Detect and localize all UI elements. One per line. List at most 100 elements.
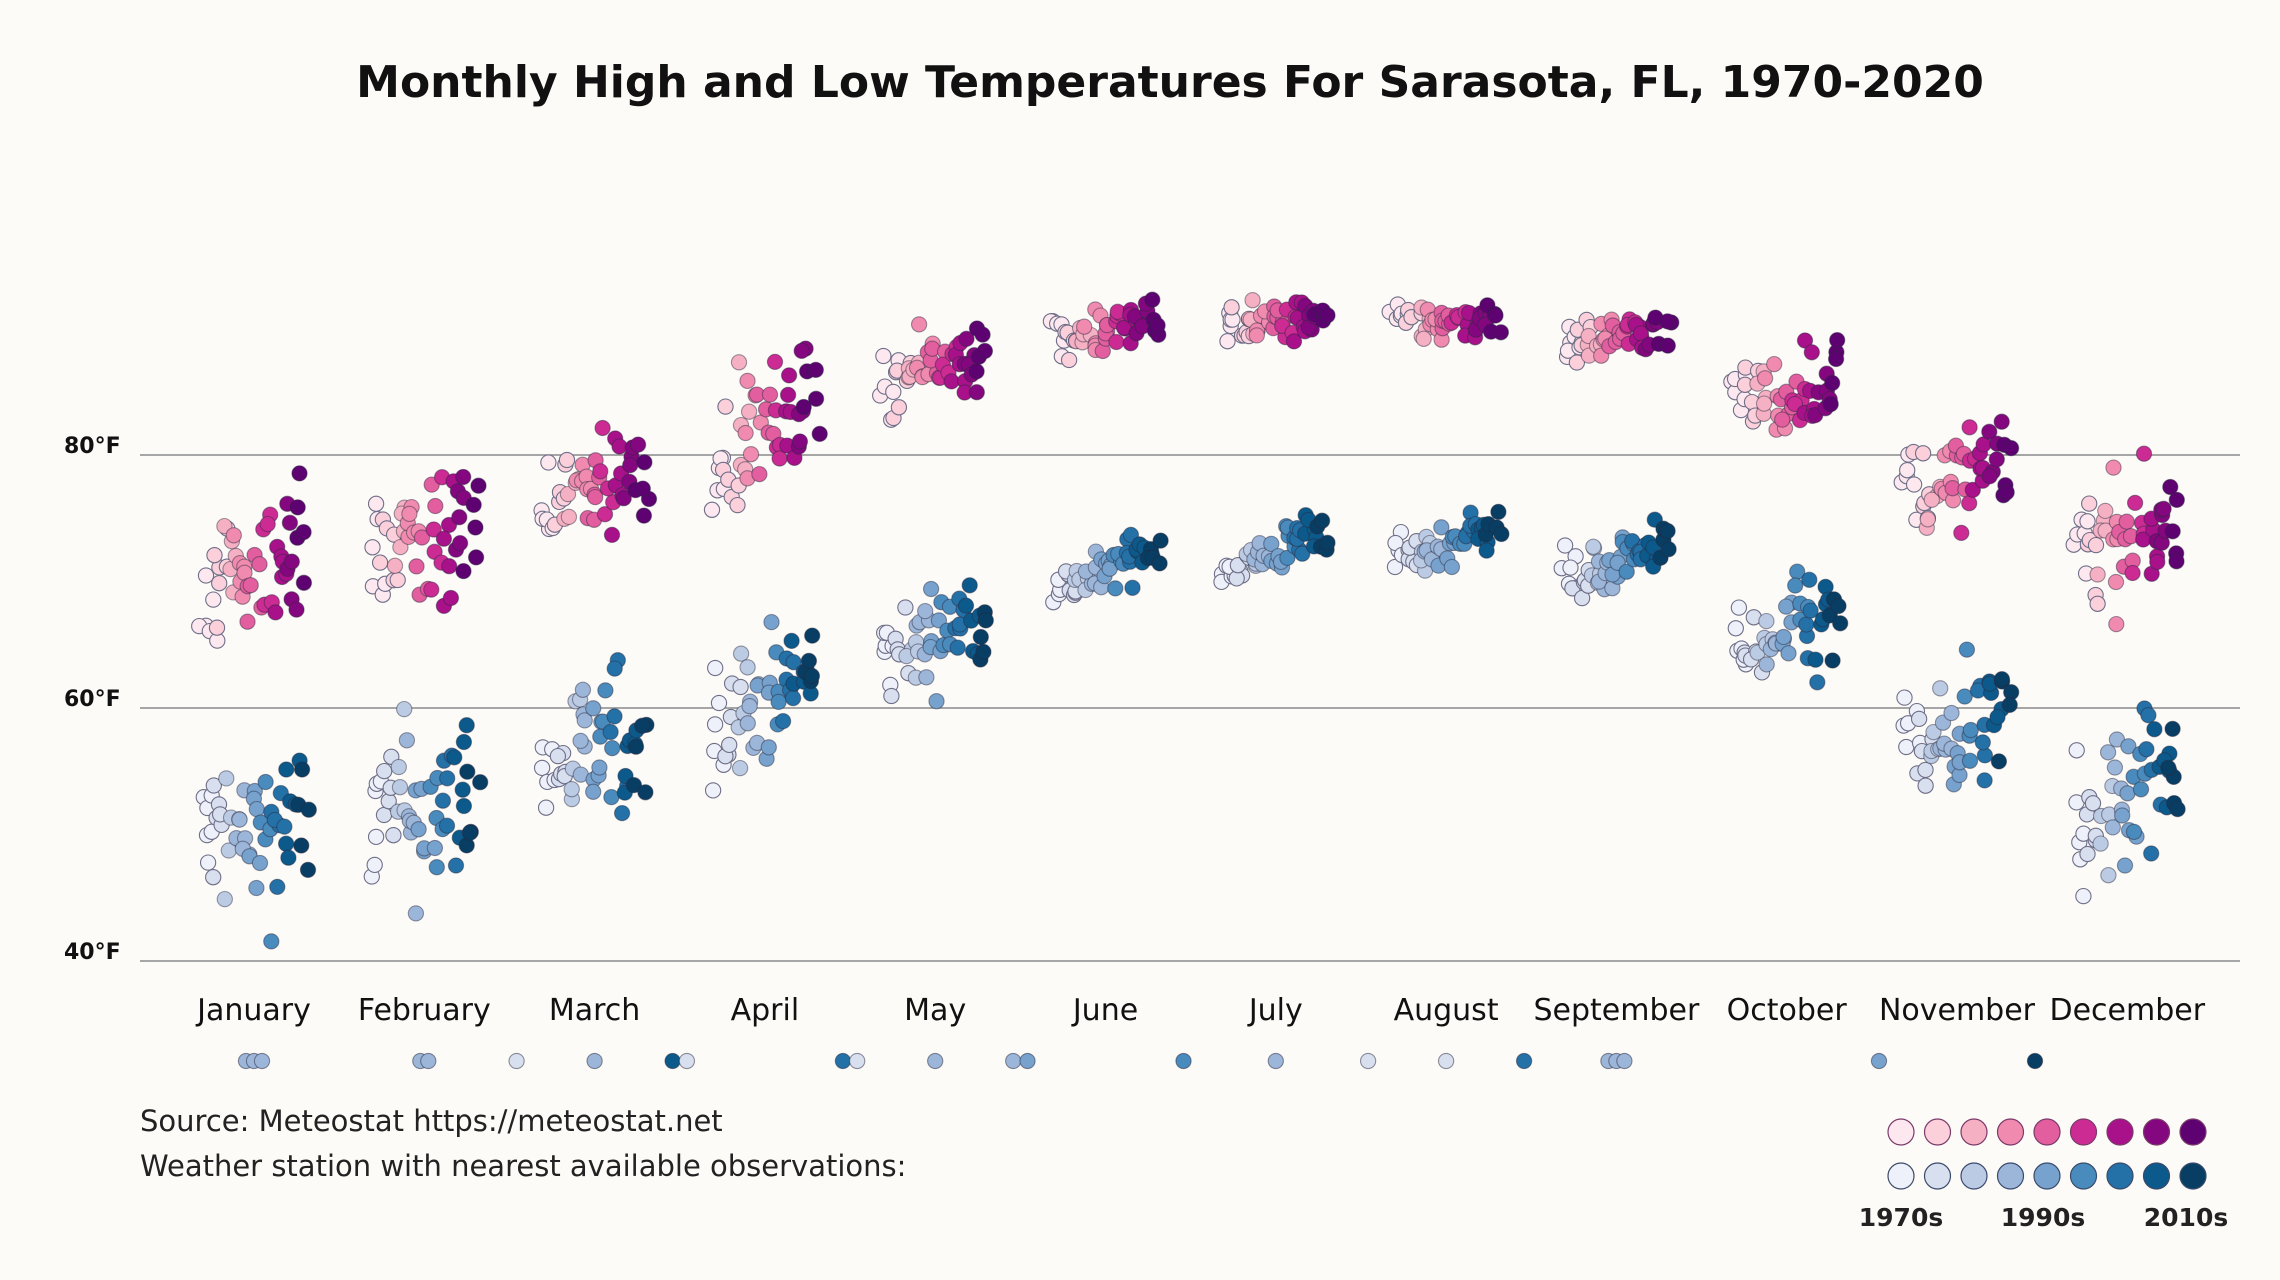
month-label: January bbox=[195, 993, 311, 1028]
high-temp-point bbox=[455, 468, 472, 486]
low-temp-point bbox=[1279, 549, 1296, 567]
high-temp-point bbox=[2089, 595, 2106, 612]
low-temp-point bbox=[1433, 519, 1450, 536]
low-temp-point bbox=[1124, 579, 1141, 596]
legend-high-swatch bbox=[1923, 1118, 1952, 1146]
low-temp-point bbox=[1263, 535, 1280, 553]
low-temp-point bbox=[533, 759, 551, 777]
low-temp-point bbox=[2108, 731, 2126, 748]
low-temp-point bbox=[585, 783, 602, 800]
high-temp-point bbox=[2107, 573, 2125, 591]
low-temp-point bbox=[278, 761, 295, 778]
high-temp-point bbox=[793, 342, 810, 360]
low-temp-point bbox=[917, 602, 934, 620]
low-temp-point bbox=[407, 905, 425, 922]
high-temp-point bbox=[259, 515, 276, 533]
high-temp-point bbox=[1060, 351, 1078, 369]
low-temp-point bbox=[390, 758, 407, 776]
low-temp-point bbox=[299, 861, 317, 879]
high-temp-point bbox=[703, 501, 721, 518]
low-temp-point bbox=[263, 933, 280, 950]
station-marker bbox=[927, 1052, 944, 1070]
station-marker bbox=[664, 1052, 681, 1070]
low-temp-point bbox=[1917, 761, 1934, 779]
low-temp-point bbox=[2099, 744, 2117, 761]
low-temp-point bbox=[205, 777, 222, 794]
low-temp-point bbox=[269, 878, 286, 896]
low-temp-point bbox=[1151, 555, 1168, 572]
low-temp-point bbox=[438, 817, 456, 834]
high-temp-point bbox=[2105, 459, 2122, 476]
low-temp-point bbox=[706, 716, 724, 733]
high-temp-point bbox=[560, 508, 578, 526]
high-temp-point bbox=[408, 558, 425, 575]
high-temp-point bbox=[1961, 495, 1978, 512]
low-temp-point bbox=[1758, 612, 1775, 630]
month-label: September bbox=[1533, 993, 1699, 1028]
high-temp-point bbox=[1248, 327, 1265, 344]
high-temp-point bbox=[2149, 553, 2166, 571]
month-label: June bbox=[1071, 993, 1138, 1028]
low-temp-point bbox=[1958, 641, 1976, 658]
high-temp-point bbox=[1108, 333, 1125, 351]
high-temp-point bbox=[1988, 451, 2005, 468]
high-temp-point bbox=[216, 517, 233, 535]
high-temp-point bbox=[441, 558, 458, 575]
low-temp-point bbox=[732, 645, 750, 662]
high-temp-point bbox=[717, 398, 734, 415]
high-temp-point bbox=[281, 514, 299, 531]
source-text: Source: Meteostat https://meteostat.net bbox=[140, 1104, 723, 1138]
low-temp-point bbox=[1962, 721, 1979, 739]
high-temp-point bbox=[2081, 495, 2098, 512]
low-temp-point bbox=[2169, 800, 2186, 818]
low-temp-point bbox=[472, 774, 489, 791]
high-temp-point bbox=[1953, 524, 1970, 542]
high-temp-point bbox=[558, 451, 576, 469]
high-temp-point bbox=[2124, 564, 2141, 582]
high-temp-point bbox=[1822, 395, 1839, 413]
month-labels: January February March April May June July Augu… bbox=[195, 993, 2206, 1028]
low-temp-point bbox=[231, 811, 248, 828]
low-temp-point bbox=[739, 659, 756, 676]
high-temp-point bbox=[1981, 423, 1998, 440]
station-marker bbox=[1019, 1052, 1036, 1070]
high-temp-point bbox=[1786, 395, 1804, 413]
high-temp-point bbox=[603, 526, 621, 544]
low-temp-point bbox=[1917, 777, 1934, 794]
high-temp-point bbox=[208, 619, 226, 636]
high-temp-point bbox=[730, 354, 748, 371]
low-temp-point bbox=[2092, 835, 2109, 852]
high-temp-point bbox=[1319, 307, 1336, 324]
high-temp-point bbox=[958, 330, 975, 347]
month-label: May bbox=[904, 993, 966, 1028]
high-temp-point bbox=[592, 463, 609, 480]
month-label: February bbox=[358, 993, 491, 1028]
station-marker bbox=[1005, 1052, 1022, 1070]
high-temp-point bbox=[367, 495, 385, 512]
high-temp-point bbox=[386, 557, 404, 574]
data-points bbox=[191, 291, 2186, 950]
high-temp-point bbox=[885, 383, 902, 401]
low-temp-point bbox=[1585, 538, 1602, 555]
low-temp-point bbox=[774, 712, 792, 730]
low-temp-point bbox=[455, 733, 473, 751]
low-temp-point bbox=[199, 854, 217, 871]
high-temp-point bbox=[467, 549, 485, 566]
station-marker bbox=[420, 1052, 437, 1070]
high-temp-point bbox=[635, 507, 653, 524]
high-temp-point bbox=[910, 316, 928, 333]
month-label: October bbox=[1727, 993, 1848, 1028]
low-temp-point bbox=[721, 736, 738, 754]
low-temp-point bbox=[784, 689, 802, 707]
low-temp-point bbox=[410, 821, 427, 838]
legend-high-swatch bbox=[2033, 1118, 2061, 1146]
high-temp-point bbox=[1568, 354, 1586, 371]
high-temp-point bbox=[2097, 502, 2114, 520]
low-temp-point bbox=[1976, 772, 1993, 789]
low-temp-point bbox=[446, 749, 463, 766]
high-temp-point bbox=[197, 567, 215, 584]
station-marker bbox=[253, 1052, 271, 1070]
low-temp-point bbox=[549, 747, 567, 765]
low-temp-point bbox=[376, 762, 393, 780]
low-temp-point bbox=[205, 869, 222, 886]
